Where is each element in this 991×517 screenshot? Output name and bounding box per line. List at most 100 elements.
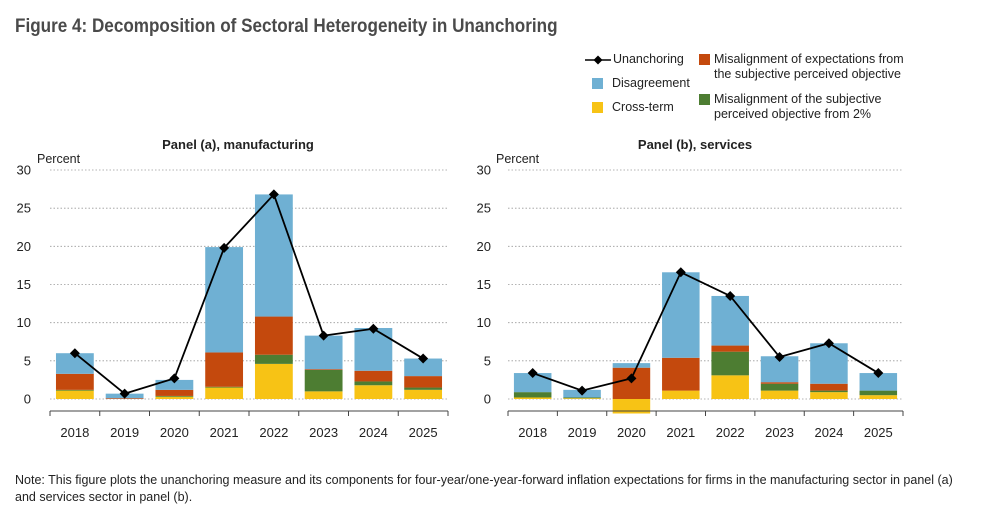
panel-b-unanchoring-point-2021 [675,267,686,278]
panel-a-x-tick-label: 2024 [359,425,388,440]
panel-a-bar-disagreement-2020 [155,379,194,390]
panel-a-bar-cross_term-2020 [155,396,194,399]
panel-b-y-tick-label: 5 [484,353,491,368]
panel-b-bar-misalignment_objective-2022 [711,351,749,376]
panel-b-x-tick-label: 2021 [666,425,695,440]
panel-b-bars [513,272,898,414]
panel-a-bar-cross_term-2023 [304,391,343,399]
panel-a-bar-misalignment_expectations-2022 [254,316,293,355]
panel-b-x-tick-label: 2025 [864,425,893,440]
panel-b-bar-cross_term-2025 [859,395,898,399]
panel-b-unanchoring-point-2025 [873,368,884,379]
panel-a-unanchoring-point-2019 [119,388,130,399]
panel-a-unanchoring-point-2020 [169,373,180,384]
panel-a-bar-cross_term-2021 [205,387,244,399]
panel-b-x-tick-label: 2024 [814,425,843,440]
panel-b-unanchoring-point-2019 [577,385,588,396]
panel-a-y-tick-label: 0 [24,392,31,407]
panel-a-bar-misalignment_objective-2021 [205,386,244,388]
panel-a-unanchoring-point-2021 [219,242,230,253]
panel-b-bar-cross_term-2021 [662,390,700,399]
unanchoring-line-diamond-icon [585,55,611,65]
panel-a-bar-misalignment_expectations-2025 [404,376,443,388]
legend-label-misalignment-objective-line2: perceived objective from 2% [714,107,872,121]
panel-b-unanchoring-point-2018 [527,368,538,379]
panel-a-unanchoring-polyline [74,192,424,395]
panel-a-unanchoring-point-2025 [418,353,429,364]
panel-a-y-tick-labels: 0 5 10 15 20 25 30 [17,163,31,407]
panel-b-bar-cross_term-2023 [760,390,799,399]
panel-a-bar-misalignment_objective-2020 [155,395,194,397]
panel-a-x-tick-label: 2025 [409,425,438,440]
panel-b-bar-cross_term-2020 [612,399,651,414]
panel-a-ylabel: Percent [37,152,81,166]
panel-b-unanchoring-polyline [532,271,879,392]
panel-b-bar-misalignment_expectations-2024 [810,383,848,391]
panel-a-bar-misalignment_objective-2018 [55,389,94,391]
panel-a-bar-misalignment_objective-2022 [254,354,293,364]
panel-a-unanchoring-point-2018 [69,348,80,359]
panel-b-unanchoring-point-2022 [725,290,736,301]
panel-b-y-tick-label: 15 [477,277,491,292]
legend-label-misalignment-objective-line1: Misalignment of the subjective [714,92,882,106]
panel-a-y-tick-label: 25 [17,201,31,216]
panel-b-x-tick-label: 2022 [716,425,745,440]
panel-a-y-tick-label: 20 [17,239,31,254]
panel-a-unanchoring-point-2022 [268,189,279,200]
panel-b-y-tick-label: 30 [477,163,491,178]
panel-b-bar-cross_term-2018 [513,397,552,399]
panel-a-bar-cross_term-2025 [404,389,443,399]
panel-b-x-axis: 2018 2019 2020 2021 2022 2023 2024 2025 [507,410,904,440]
panel-a-y-tick-label: 5 [24,353,31,368]
panel-a-y-tick-label: 10 [17,315,31,330]
panel-a-x-tick-label: 2023 [309,425,338,440]
panel-a-bar-cross_term-2018 [55,390,94,399]
legend-label-misalignment-expectations-line1: Misalignment of expectations from [714,52,904,66]
panel-b-bar-disagreement-2020 [612,363,651,368]
panel-b-x-tick-label: 2023 [765,425,794,440]
cross-term-swatch [592,102,603,113]
panel-a-y-tick-label: 30 [17,163,31,178]
panel-a-x-tick-label: 2021 [210,425,239,440]
panel-a-bar-misalignment_objective-2025 [404,387,443,390]
panel-b-bar-misalignment_objective-2023 [760,383,799,391]
panel-a-bar-misalignment_expectations-2021 [205,352,244,387]
legend-label-misalignment-expectations-line2: the subjective perceived objective [714,67,901,81]
panel-a-bar-disagreement-2025 [404,358,443,377]
panel-b-x-tick-label: 2019 [568,425,597,440]
panel-a-unanchoring-line [69,189,429,399]
panel-a-unanchoring-point-2023 [318,330,329,341]
panel-b-x-tick-label: 2020 [617,425,646,440]
panel-a-bar-cross_term-2022 [254,363,293,399]
panel-b-unanchoring-point-2023 [774,352,785,363]
panel-b-y-tick-label: 0 [484,392,491,407]
panel-a-bar-disagreement-2024 [354,328,393,371]
legend-label-cross-term: Cross-term [612,100,674,114]
panel-a-bar-cross_term-2024 [354,385,393,399]
figure-note: Note: This figure plots the unanchoring … [15,473,953,504]
panel-b-bar-disagreement-2025 [859,373,898,391]
panel-b-unanchoring-point-2020 [626,373,637,384]
panel-a-bar-misalignment_expectations-2020 [155,389,194,396]
panel-a-title: Panel (a), manufacturing [162,137,314,152]
panel-b-bar-misalignment_expectations-2021 [662,357,700,391]
panel-b-bar-cross_term-2019 [563,398,601,399]
panel-a-bar-disagreement-2018 [55,353,94,374]
panel-a-y-tick-label: 15 [17,277,31,292]
panel-b-y-tick-label: 10 [477,315,491,330]
panel-b-bar-misalignment_objective-2018 [513,392,552,398]
panel-a-unanchoring-point-2024 [368,323,379,334]
panel-b-bar-disagreement-2021 [662,272,700,358]
panel-b-y-tick-label: 25 [477,201,491,216]
panel-a-x-axis: 2018 2019 2020 2021 2022 2023 2024 2025 [49,410,449,440]
panel-b-y-tick-label: 20 [477,239,491,254]
panel-a-bar-disagreement-2023 [304,335,343,370]
panel-b-unanchoring-line [527,267,884,396]
panel-a-bar-misalignment_objective-2023 [304,369,343,392]
panel-b-bar-cross_term-2024 [810,392,848,399]
panel-b-bar-disagreement-2018 [513,373,552,393]
misalignment-expectations-swatch [699,54,710,65]
panel-b-bar-misalignment_objective-2024 [810,390,848,393]
figure-title: Figure 4: Decomposition of Sectoral Hete… [15,16,558,37]
misalignment-objective-swatch [699,94,710,105]
